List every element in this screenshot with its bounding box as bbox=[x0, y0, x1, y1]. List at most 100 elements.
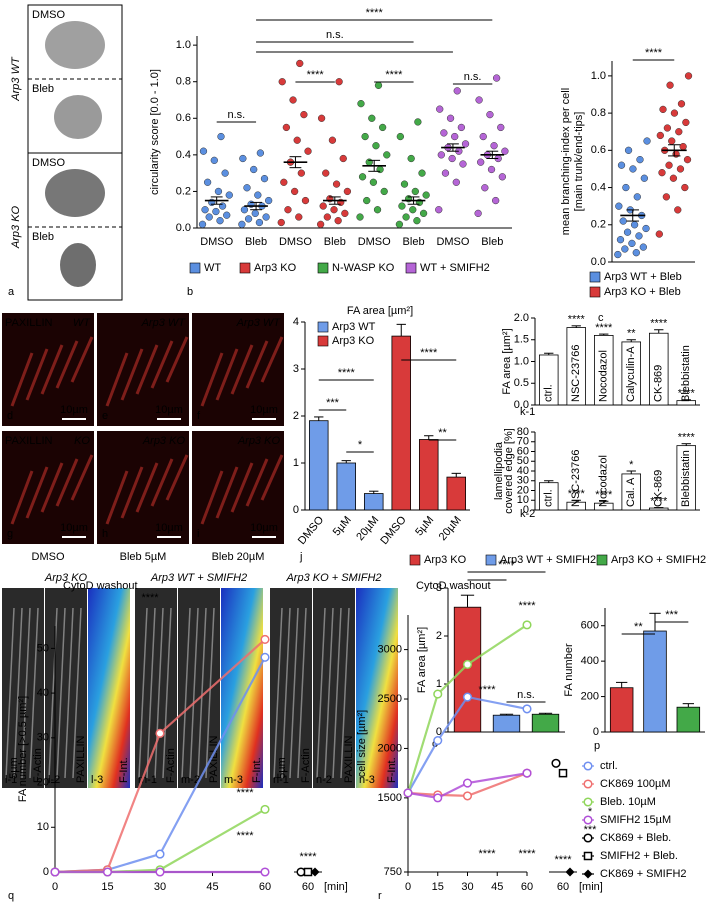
scale-label: 10µm bbox=[155, 522, 183, 534]
condition-label: DMSO bbox=[32, 551, 65, 563]
data-point bbox=[409, 206, 417, 214]
significance-label: **** bbox=[678, 388, 696, 400]
scale-label: 5µm bbox=[276, 757, 288, 779]
data-point bbox=[198, 220, 207, 228]
significance-label: **** bbox=[568, 488, 586, 500]
data-point bbox=[301, 196, 310, 205]
significance-label: **** bbox=[338, 367, 356, 379]
panel-letter: g bbox=[7, 528, 13, 540]
y-axis-label: covered edge [%] bbox=[503, 428, 515, 514]
y-axis-label: cell size [µm²] bbox=[356, 710, 368, 777]
y-tick-label: 50 bbox=[37, 642, 49, 654]
channel-label: PAXILLIN bbox=[343, 735, 355, 783]
panel-letter: r bbox=[378, 890, 382, 902]
channel-label: F-Actin bbox=[300, 748, 312, 783]
y-axis-label: FA number [>0.5 µm²] bbox=[17, 696, 29, 802]
fiber bbox=[316, 607, 326, 779]
category-label: Cal. A bbox=[625, 477, 637, 507]
fa-streak bbox=[200, 352, 224, 407]
y-tick-label: 10 bbox=[517, 494, 529, 506]
y-tick-label: 30 bbox=[517, 475, 529, 487]
data-point bbox=[356, 213, 364, 221]
data-point bbox=[341, 209, 349, 218]
data-point bbox=[368, 114, 376, 122]
data-point bbox=[492, 196, 500, 205]
data-point bbox=[490, 142, 498, 150]
bar bbox=[336, 462, 356, 511]
data-point bbox=[238, 220, 246, 228]
marker bbox=[50, 867, 60, 877]
data-point bbox=[677, 100, 686, 108]
legend-swatch bbox=[589, 271, 601, 283]
y-tick-label: 0 bbox=[293, 504, 299, 516]
x-tick-label: 45 bbox=[206, 881, 218, 893]
legend-swatch bbox=[596, 554, 608, 566]
data-point bbox=[665, 161, 673, 169]
marker bbox=[558, 768, 568, 778]
cell-image bbox=[45, 169, 105, 217]
fa-streak bbox=[260, 454, 284, 501]
data-point bbox=[295, 213, 303, 221]
y-tick-label: 2.0 bbox=[514, 312, 529, 324]
significance-label: n.s. bbox=[517, 689, 535, 701]
marker bbox=[155, 867, 165, 877]
x-tick-label: 20µM bbox=[437, 514, 464, 543]
data-point bbox=[243, 184, 251, 192]
x-tick-label: 60 bbox=[521, 881, 533, 893]
data-point bbox=[497, 123, 505, 132]
significance-label: * bbox=[629, 459, 634, 471]
data-point bbox=[255, 218, 264, 227]
panel-letter: k-1 bbox=[520, 406, 535, 418]
y-tick-label: 3000 bbox=[378, 644, 402, 656]
data-point bbox=[621, 245, 629, 253]
legend-swatch bbox=[317, 321, 329, 333]
category-label: Blebbistatin bbox=[680, 450, 692, 507]
fa-streak bbox=[105, 352, 129, 407]
marker bbox=[433, 689, 443, 699]
significance-label: **** bbox=[307, 69, 325, 81]
data-point bbox=[419, 209, 428, 218]
legend-label: SMIFH2 15µM bbox=[600, 814, 671, 826]
data-point bbox=[448, 154, 456, 163]
panel-letter: k-2 bbox=[520, 508, 535, 520]
data-point bbox=[280, 178, 288, 186]
data-point bbox=[376, 165, 384, 174]
tile-label: Arp3 KO bbox=[142, 435, 186, 447]
data-point bbox=[501, 147, 509, 155]
data-point bbox=[289, 96, 297, 104]
data-point bbox=[372, 142, 380, 150]
group-label: Arp3 KO bbox=[10, 205, 22, 249]
data-point bbox=[244, 215, 253, 223]
legend-label: CK869 + SMIFH2 bbox=[600, 868, 687, 880]
panel-letter: p bbox=[594, 740, 600, 752]
data-point bbox=[487, 165, 496, 174]
fa-streak bbox=[150, 340, 174, 389]
category-label: ctrl. bbox=[543, 489, 555, 507]
y-tick-label: 2 bbox=[293, 410, 299, 422]
y-tick-label: 0.8 bbox=[176, 76, 191, 88]
data-point bbox=[437, 151, 445, 159]
panel-letter: l-3 bbox=[91, 774, 103, 786]
x-tick-label: 15 bbox=[432, 881, 444, 893]
data-point bbox=[363, 196, 371, 205]
legend-marker bbox=[583, 779, 593, 789]
panel-letter: b bbox=[187, 286, 193, 298]
marker bbox=[522, 620, 532, 630]
marker bbox=[260, 634, 270, 644]
bar bbox=[453, 606, 482, 733]
legend-label: Arp3 KO bbox=[332, 335, 375, 347]
fiber bbox=[138, 607, 148, 779]
data-point bbox=[633, 193, 641, 201]
panel-letter: n-1 bbox=[273, 774, 289, 786]
data-point bbox=[282, 123, 291, 132]
data-point bbox=[319, 202, 327, 210]
panel-letter: i bbox=[197, 528, 199, 540]
x-unit-label: [min] bbox=[324, 881, 348, 893]
data-point bbox=[630, 221, 639, 229]
data-point bbox=[332, 180, 341, 188]
scale-label: 10µm bbox=[155, 404, 183, 416]
data-point bbox=[655, 230, 663, 238]
legend-label: CK869 100µM bbox=[600, 778, 671, 790]
y-tick-label: 1.0 bbox=[176, 39, 191, 51]
data-point bbox=[373, 206, 382, 214]
